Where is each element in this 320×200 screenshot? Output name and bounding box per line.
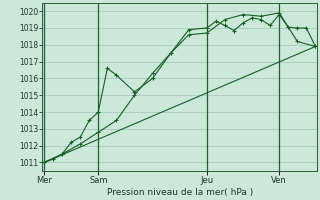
X-axis label: Pression niveau de la mer( hPa ): Pression niveau de la mer( hPa )	[107, 188, 253, 197]
